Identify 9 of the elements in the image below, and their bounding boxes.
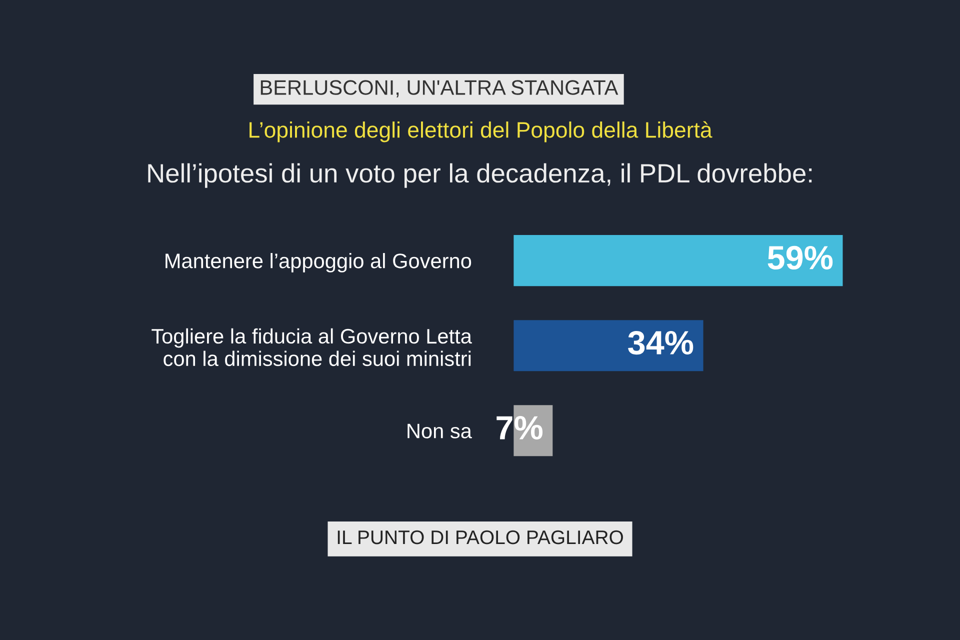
y-tick-label: Mantenere l’appoggio al Governo [166,253,472,272]
chart-subtitle: L’opinione degli elettori del Popolo della Libertà [250,121,712,142]
chart-title: BERLUSCONI, UN'ALTRA STANGATA [260,80,618,98]
y-tick-label: Togliere la fiducia al Governo Letta con la dimissione dei suoi ministri [152,328,472,366]
data-label: 34% [628,330,694,355]
text: IL PUNTO DI PAOLO PAGLIARO [338,530,623,544]
y-tick-label: Non sa [408,424,472,438]
data-label: 59% [768,246,833,270]
text: Nell’ipotesi di un voto per la decadenza, il PDL dovrebbe: [148,163,812,188]
